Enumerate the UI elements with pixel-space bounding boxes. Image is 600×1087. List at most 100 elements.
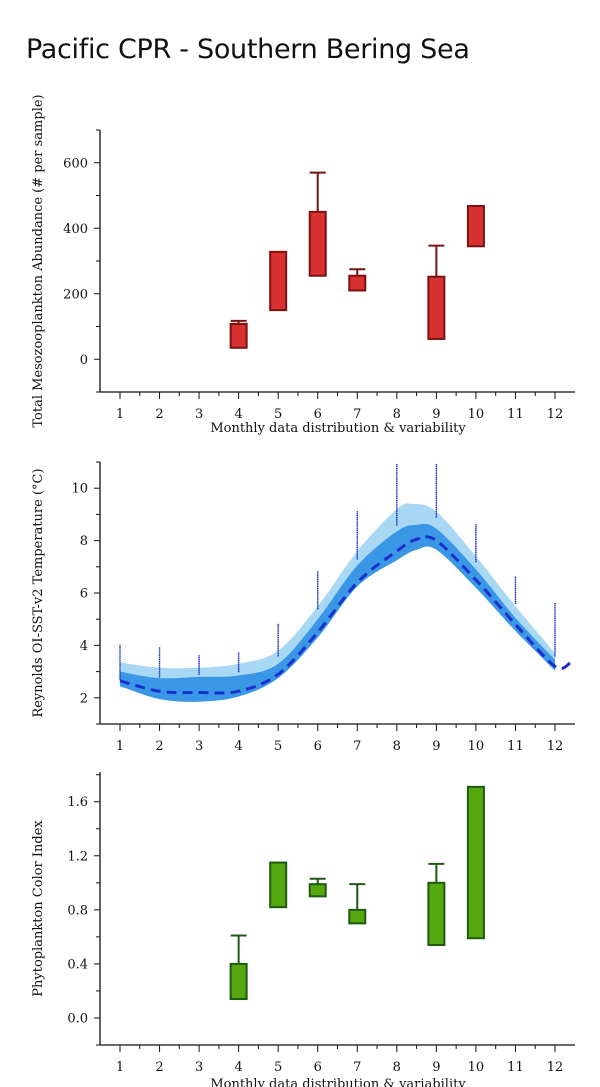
- y-tick-label: 0.4: [67, 957, 88, 972]
- box-month-5: [269, 861, 288, 909]
- data-point: [317, 580, 319, 582]
- data-point: [396, 495, 398, 498]
- y-tick-label: 1.6: [67, 795, 88, 810]
- data-point: [554, 642, 556, 644]
- data-point: [514, 580, 517, 582]
- data-point: [514, 589, 517, 592]
- data-point: [317, 608, 319, 610]
- data-point: [554, 602, 556, 605]
- data-point: [317, 582, 319, 584]
- data-point: [356, 514, 358, 517]
- data-point: [356, 520, 358, 522]
- x-tick-label: 7: [353, 1060, 361, 1075]
- x-tick-label: 3: [195, 407, 203, 422]
- data-point: [554, 632, 556, 635]
- data-point: [514, 597, 517, 599]
- data-point: [435, 510, 438, 513]
- data-point: [435, 469, 438, 471]
- data-point: [277, 644, 279, 646]
- data-point: [435, 467, 438, 470]
- data-point: [475, 533, 477, 535]
- data-point: [435, 480, 438, 483]
- data-point: [435, 484, 438, 486]
- x-tick-label: 4: [234, 1060, 242, 1075]
- data-point: [158, 670, 161, 672]
- data-point: [435, 475, 438, 477]
- daily-points-month-1: [119, 644, 121, 681]
- data-point: [396, 510, 398, 513]
- data-point: [554, 630, 556, 633]
- box-month-9: [427, 881, 446, 946]
- data-point: [475, 538, 477, 541]
- data-point: [317, 606, 319, 608]
- data-point: [119, 663, 121, 666]
- data-point: [317, 598, 319, 601]
- data-point: [396, 512, 398, 515]
- data-point: [554, 610, 556, 612]
- data-point: [435, 501, 438, 503]
- data-point: [554, 606, 556, 608]
- data-point: [317, 584, 319, 586]
- data-point: [396, 490, 398, 492]
- data-point: [475, 557, 477, 559]
- data-point: [317, 595, 319, 597]
- data-point: [277, 627, 279, 629]
- data-point: [317, 575, 319, 577]
- data-point: [396, 477, 398, 479]
- data-point: [317, 587, 319, 590]
- data-point: [554, 614, 556, 616]
- data-point: [237, 669, 240, 671]
- data-point: [237, 667, 240, 669]
- data-point: [396, 475, 398, 477]
- data-point: [277, 623, 279, 626]
- x-axis-label: Monthly data distribution & variability: [210, 1077, 466, 1087]
- box-month-10: [466, 204, 485, 248]
- data-point: [198, 660, 200, 663]
- box-month-10: [466, 785, 485, 940]
- data-point: [277, 642, 279, 644]
- data-point: [277, 636, 279, 639]
- data-point: [317, 586, 319, 588]
- data-point: [158, 674, 161, 676]
- data-point: [475, 531, 477, 533]
- data-point: [119, 671, 121, 673]
- x-tick-label: 9: [432, 1060, 440, 1075]
- data-point: [435, 514, 438, 516]
- data-point: [435, 503, 438, 505]
- data-point: [198, 657, 200, 659]
- data-point: [514, 587, 517, 590]
- daily-points-month-12: [554, 602, 556, 657]
- data-point: [158, 668, 161, 670]
- x-tick-label: 10: [468, 407, 485, 422]
- data-point: [158, 655, 161, 657]
- data-point: [356, 535, 358, 538]
- x-tick-label: 7: [353, 407, 361, 422]
- data-point: [237, 656, 240, 658]
- data-point: [475, 544, 477, 546]
- x-tick-label: 5: [274, 1060, 282, 1075]
- y-tick-label: 8: [80, 534, 88, 549]
- daily-points-month-7: [356, 511, 358, 560]
- data-point: [356, 531, 358, 534]
- data-point: [119, 676, 121, 679]
- data-point: [514, 595, 517, 597]
- data-point: [356, 516, 358, 519]
- data-point: [514, 585, 517, 588]
- data-point: [237, 652, 240, 654]
- data-point: [475, 540, 477, 543]
- data-point: [237, 658, 240, 660]
- data-point: [277, 629, 279, 631]
- data-point: [435, 493, 438, 496]
- data-point: [435, 505, 438, 507]
- data-point: [396, 514, 398, 517]
- data-point: [356, 539, 358, 541]
- x-tick-label: 7: [353, 739, 361, 754]
- data-point: [119, 678, 121, 681]
- data-point: [554, 655, 556, 657]
- data-point: [277, 634, 279, 637]
- data-point: [158, 664, 161, 667]
- x-tick-label: 12: [547, 739, 564, 754]
- data-point: [119, 644, 121, 647]
- data-point: [356, 537, 358, 539]
